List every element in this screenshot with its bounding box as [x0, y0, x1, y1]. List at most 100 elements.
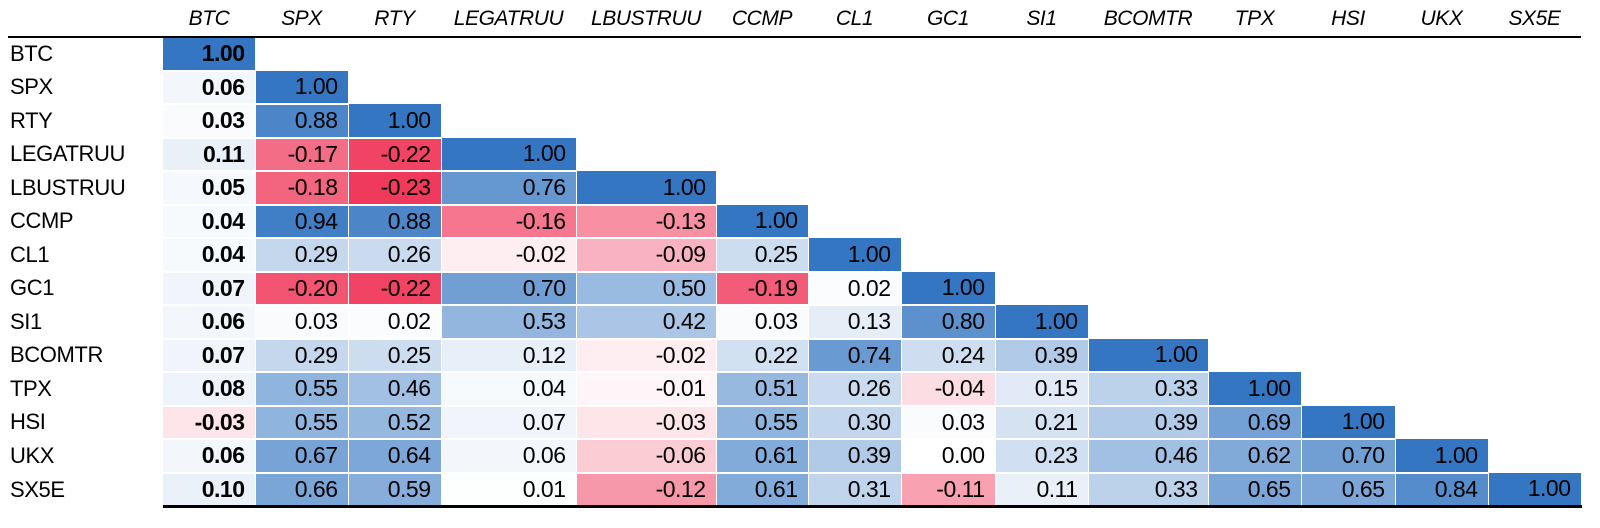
column-header-rty: RTY	[348, 2, 441, 38]
matrix-cell-cl1-legatruu: -0.02	[441, 238, 577, 273]
matrix-cell-bcomtr-gc1: 0.24	[901, 338, 996, 373]
matrix-cell-tpx-rty: 0.46	[348, 372, 442, 407]
row-label-tpx: TPX	[8, 372, 163, 406]
matrix-cell-empty	[576, 104, 716, 138]
matrix-cell-sx5e-btc: 0.10	[163, 472, 256, 508]
matrix-cell-empty	[1395, 305, 1488, 339]
matrix-cell-cl1-ccmp: 0.25	[716, 238, 809, 273]
matrix-cell-empty	[1301, 338, 1395, 372]
matrix-cell-sx5e-lbustruu: -0.12	[576, 472, 717, 508]
matrix-cell-hsi-si1: 0.21	[995, 405, 1089, 440]
matrix-cell-hsi-cl1: 0.30	[808, 405, 902, 440]
matrix-cell-empty	[1088, 271, 1208, 305]
matrix-cell-si1-cl1: 0.13	[808, 305, 902, 340]
matrix-cell-empty	[716, 137, 808, 171]
matrix-cell-empty	[1301, 171, 1395, 205]
matrix-cell-lbustruu-spx: -0.18	[255, 171, 349, 206]
matrix-cell-ukx-hsi: 0.70	[1301, 439, 1396, 474]
matrix-cell-hsi-legatruu: 0.07	[441, 405, 577, 440]
matrix-cell-gc1-lbustruu: 0.50	[576, 271, 717, 306]
matrix-cell-hsi-bcomtr: 0.39	[1088, 405, 1209, 440]
matrix-cell-empty	[901, 137, 995, 171]
column-header-hsi: HSI	[1301, 2, 1395, 38]
column-header-ukx: UKX	[1395, 2, 1488, 38]
matrix-row-sx5e: SX5E 0.10 0.66 0.59 0.01 -0.12 0.61 0.31 -0.11 0.…	[8, 472, 1582, 508]
matrix-cell-tpx-btc: 0.08	[163, 372, 256, 407]
matrix-cell-ukx-cl1: 0.39	[808, 439, 902, 474]
matrix-cell-empty	[1208, 305, 1301, 339]
matrix-cell-empty	[576, 137, 716, 171]
matrix-cell-legatruu-rty: -0.22	[348, 137, 442, 172]
matrix-cell-empty	[1301, 372, 1395, 406]
matrix-cell-bcomtr-spx: 0.29	[255, 338, 349, 373]
matrix-header: BTC SPX RTY LEGATRUU LBUSTRUU CCMP CL1 GC1 SI1 BC…	[8, 2, 1581, 38]
matrix-cell-empty	[995, 171, 1088, 205]
matrix-cell-btc-btc: 1.00	[163, 37, 256, 72]
matrix-cell-empty	[901, 37, 995, 71]
matrix-cell-empty	[1488, 37, 1581, 71]
matrix-cell-empty	[348, 70, 441, 104]
matrix-cell-bcomtr-legatruu: 0.12	[441, 338, 577, 373]
matrix-cell-gc1-legatruu: 0.70	[441, 271, 577, 306]
matrix-cell-empty	[1208, 137, 1301, 171]
column-header-bcomtr: BCOMTR	[1088, 2, 1208, 38]
matrix-cell-empty	[716, 171, 808, 205]
matrix-cell-sx5e-sx5e: 1.00	[1488, 472, 1582, 508]
matrix-cell-si1-lbustruu: 0.42	[576, 305, 717, 340]
matrix-cell-empty	[1208, 171, 1301, 205]
column-header-btc: BTC	[163, 2, 255, 38]
matrix-cell-legatruu-spx: -0.17	[255, 137, 349, 172]
matrix-cell-ccmp-legatruu: -0.16	[441, 204, 577, 239]
matrix-cell-empty	[995, 137, 1088, 171]
matrix-cell-sx5e-ccmp: 0.61	[716, 472, 809, 508]
matrix-cell-sx5e-rty: 0.59	[348, 472, 442, 508]
matrix-cell-empty	[1395, 405, 1488, 439]
matrix-cell-bcomtr-cl1: 0.74	[808, 338, 902, 373]
correlation-matrix: BTC SPX RTY LEGATRUU LBUSTRUU CCMP CL1 GC1 SI1 BC…	[8, 2, 1582, 508]
matrix-cell-si1-gc1: 0.80	[901, 305, 996, 340]
matrix-cell-empty	[716, 104, 808, 138]
matrix-cell-empty	[1208, 338, 1301, 372]
matrix-cell-empty	[901, 70, 995, 104]
matrix-cell-ukx-bcomtr: 0.46	[1088, 439, 1209, 474]
matrix-row-legatruu: LEGATRUU 0.11 -0.17 -0.22 1.00	[8, 137, 1581, 172]
row-label-cl1: CL1	[8, 238, 163, 272]
column-header-spx: SPX	[255, 2, 348, 38]
row-label-btc: BTC	[8, 37, 163, 71]
matrix-cell-si1-ccmp: 0.03	[716, 305, 809, 340]
column-header-gc1: GC1	[901, 2, 995, 38]
matrix-cell-ukx-btc: 0.06	[163, 439, 256, 474]
matrix-cell-empty	[1488, 171, 1581, 205]
matrix-cell-empty	[1301, 305, 1395, 339]
matrix-cell-tpx-ccmp: 0.51	[716, 372, 809, 407]
row-label-si1: SI1	[8, 305, 163, 339]
matrix-cell-empty	[808, 37, 901, 71]
matrix-cell-empty	[1488, 70, 1581, 104]
matrix-cell-empty	[808, 204, 901, 238]
row-label-ccmp: CCMP	[8, 204, 163, 238]
matrix-row-gc1: GC1 0.07 -0.20 -0.22 0.70 0.50 -0.19 0.02 1.00	[8, 271, 1581, 306]
matrix-cell-ukx-ukx: 1.00	[1395, 439, 1489, 474]
row-label-bcomtr: BCOMTR	[8, 338, 163, 372]
matrix-cell-empty	[1301, 204, 1395, 238]
matrix-cell-empty	[1488, 372, 1581, 406]
matrix-cell-empty	[1301, 104, 1395, 138]
matrix-cell-empty	[808, 104, 901, 138]
matrix-row-si1: SI1 0.06 0.03 0.02 0.53 0.42 0.03 0.13 0.80 1.00	[8, 305, 1581, 340]
row-label-ukx: UKX	[8, 439, 163, 473]
matrix-cell-ukx-gc1: 0.00	[901, 439, 996, 474]
matrix-cell-empty	[1395, 137, 1488, 171]
matrix-cell-empty	[995, 238, 1088, 272]
matrix-cell-bcomtr-si1: 0.39	[995, 338, 1089, 373]
matrix-cell-empty	[1488, 238, 1581, 272]
matrix-cell-empty	[1395, 204, 1488, 238]
matrix-cell-empty	[1088, 70, 1208, 104]
matrix-cell-empty	[1395, 171, 1488, 205]
column-header-legatruu: LEGATRUU	[441, 2, 576, 38]
matrix-cell-hsi-spx: 0.55	[255, 405, 349, 440]
matrix-cell-empty	[1488, 271, 1581, 305]
matrix-cell-sx5e-spx: 0.66	[255, 472, 349, 508]
matrix-cell-empty	[1208, 204, 1301, 238]
matrix-cell-si1-si1: 1.00	[995, 305, 1089, 340]
matrix-cell-empty	[1208, 271, 1301, 305]
